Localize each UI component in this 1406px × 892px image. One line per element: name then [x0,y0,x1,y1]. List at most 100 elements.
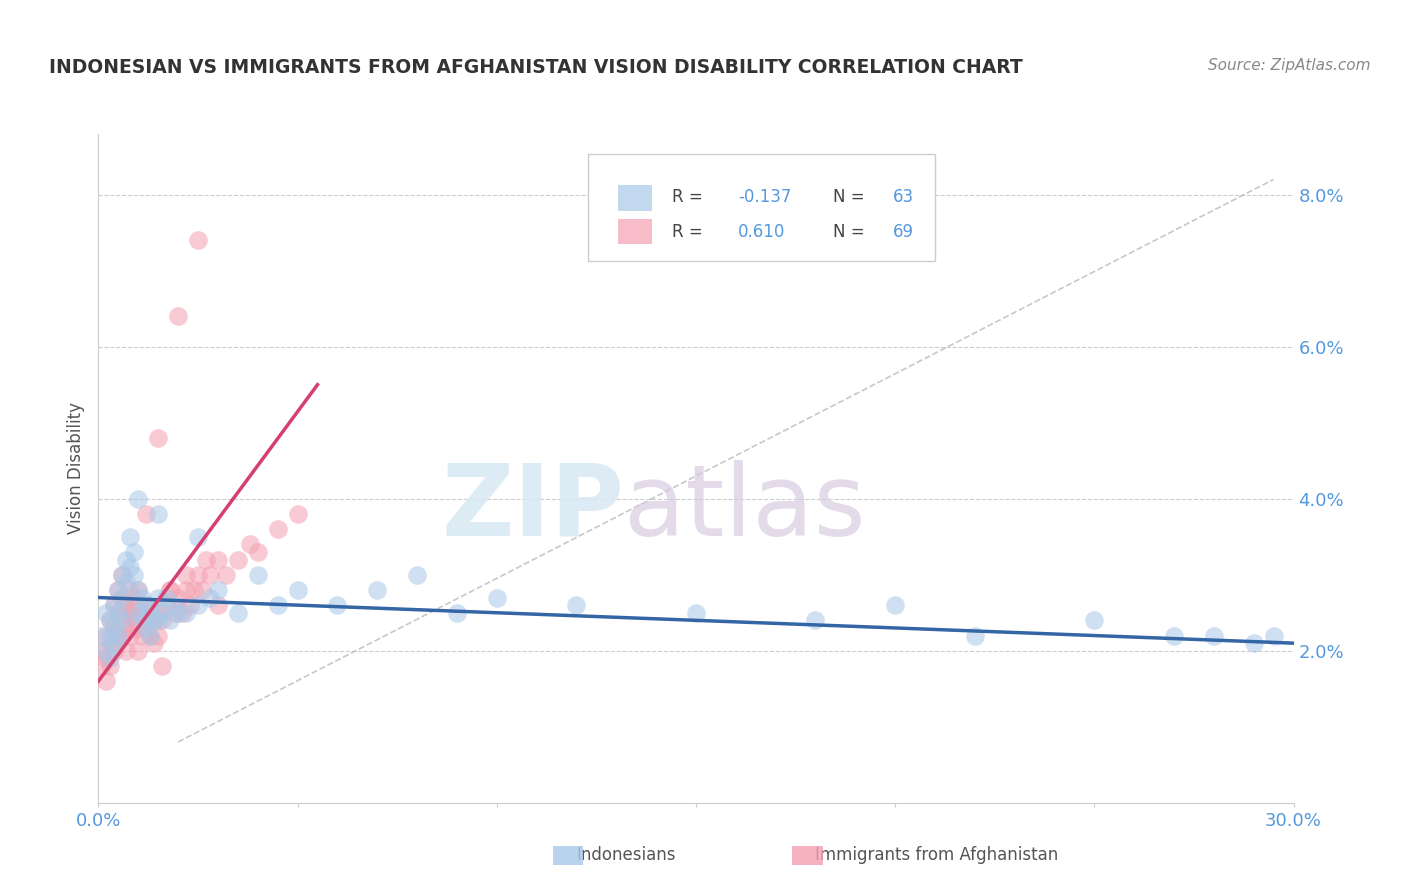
Text: -0.137: -0.137 [738,187,792,206]
Point [155,591,177,605]
Point [187,530,209,544]
Point [120,560,142,574]
Point [111,591,134,605]
Point [127,606,149,620]
Point [115,575,138,590]
Point [174,606,197,620]
Point [226,606,249,620]
Point [115,598,138,612]
Point [155,598,177,612]
Point [179,598,201,612]
Point [127,582,149,597]
Point [143,613,166,627]
Point [148,606,170,620]
Point [187,598,209,612]
Text: 69: 69 [893,223,914,241]
Point [1202,628,1225,642]
Point [103,621,125,635]
Point [107,628,129,642]
Text: Indonesians: Indonesians [576,847,676,864]
Point [96,674,118,689]
Point [148,591,170,605]
Point [246,567,269,582]
Point [1263,628,1285,642]
Point [127,598,149,612]
Point [326,598,349,612]
Point [150,613,173,627]
Point [127,491,149,506]
Point [127,621,149,635]
Point [485,591,508,605]
Point [1243,636,1265,650]
Text: 0.610: 0.610 [738,223,785,241]
Point [124,545,146,559]
Point [148,431,170,445]
Point [120,530,142,544]
Text: Immigrants from Afghanistan: Immigrants from Afghanistan [815,847,1059,864]
Point [120,606,142,620]
Point [150,659,173,673]
Point [107,582,129,597]
Point [366,582,388,597]
Point [167,310,190,324]
Point [167,606,190,620]
Point [98,636,122,650]
Point [167,591,190,605]
Point [963,628,986,642]
Text: INDONESIAN VS IMMIGRANTS FROM AFGHANISTAN VISION DISABILITY CORRELATION CHART: INDONESIAN VS IMMIGRANTS FROM AFGHANISTA… [49,58,1024,77]
Point [120,628,142,642]
Point [215,567,238,582]
Point [103,598,125,612]
Point [187,233,209,247]
Point [135,621,157,635]
Point [685,606,707,620]
Point [111,567,134,582]
Point [163,606,186,620]
Point [115,621,138,635]
Point [239,537,262,551]
Point [103,621,125,635]
Y-axis label: Vision Disability: Vision Disability [66,402,84,534]
Point [91,644,114,658]
Point [103,598,125,612]
Point [148,613,170,627]
Point [139,628,162,642]
Point [159,613,181,627]
FancyBboxPatch shape [588,154,935,261]
Point [1083,613,1105,627]
Text: N =: N = [834,187,870,206]
Point [267,598,290,612]
Point [143,613,166,627]
Point [135,598,157,612]
Point [565,598,588,612]
Point [103,644,125,658]
Point [172,606,194,620]
Point [124,613,146,627]
Point [98,628,122,642]
Point [111,628,134,642]
Point [139,628,162,642]
Point [96,651,118,665]
Point [148,507,170,521]
Point [111,613,134,627]
Point [246,545,269,559]
Text: atlas: atlas [624,460,866,557]
Point [183,582,205,597]
Point [124,567,146,582]
Point [115,644,138,658]
Point [98,613,122,627]
Text: N =: N = [834,223,870,241]
Point [287,582,309,597]
Point [143,636,166,650]
Point [139,606,162,620]
Point [207,598,229,612]
Point [135,621,157,635]
Text: 63: 63 [893,187,914,206]
Point [131,628,153,642]
Point [198,567,221,582]
Point [135,507,157,521]
Point [131,613,153,627]
Point [115,552,138,566]
Point [120,582,142,597]
Point [124,591,146,605]
